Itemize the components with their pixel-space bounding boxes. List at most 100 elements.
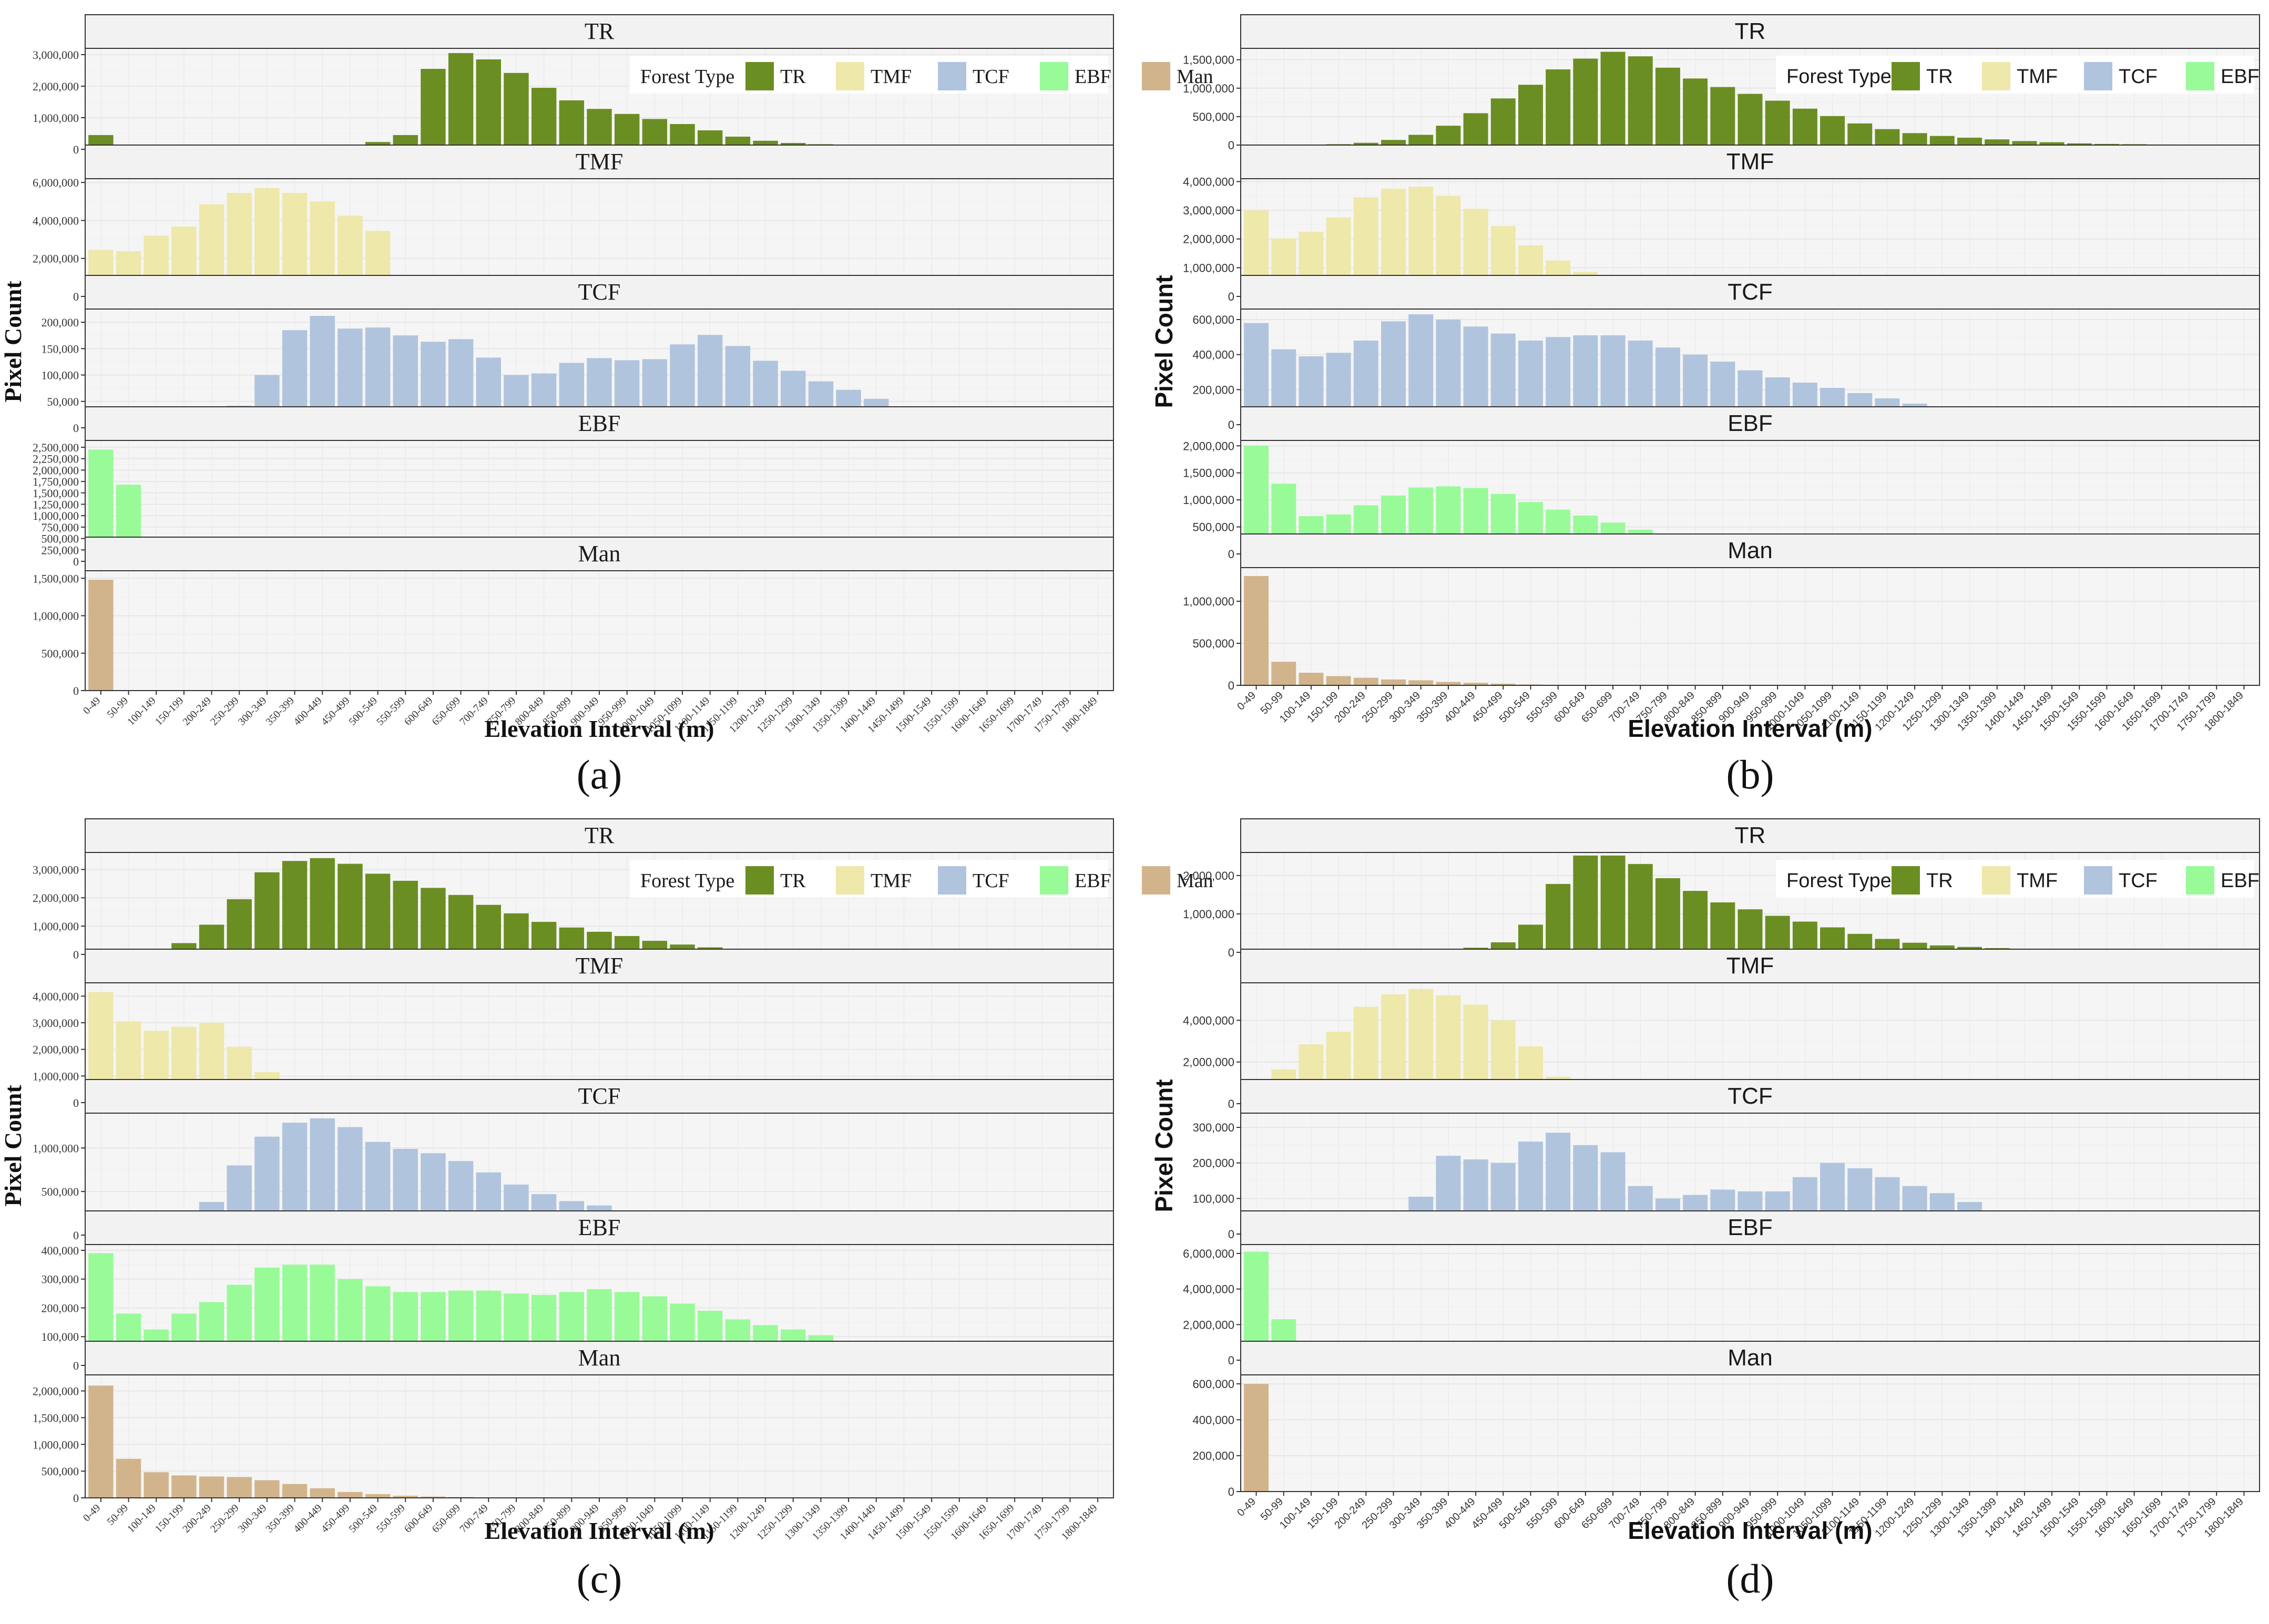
bar xyxy=(1546,69,1571,145)
bar xyxy=(421,1496,446,1498)
y-tick-label: 1,000,000 xyxy=(1183,494,1234,507)
bar xyxy=(365,1494,391,1498)
bar xyxy=(365,873,391,954)
legend-label-ebf: EBF xyxy=(2221,66,2260,88)
y-tick-label: 2,000,000 xyxy=(33,80,79,93)
bar xyxy=(1573,58,1598,145)
facet-title: Man xyxy=(1728,538,1773,563)
bar xyxy=(1408,135,1434,145)
legend-swatch-ebf xyxy=(1040,866,1068,895)
y-tick-label: 0 xyxy=(73,143,79,156)
legend-swatch-tcf xyxy=(938,62,966,90)
x-tick-label: 550-599 xyxy=(374,695,407,728)
y-tick-label: 1,000,000 xyxy=(1183,261,1234,274)
y-tick-label: 1,250,000 xyxy=(33,498,79,511)
bar xyxy=(282,861,308,954)
facet-title: TCF xyxy=(1728,279,1773,305)
y-tick-label: 200,000 xyxy=(42,1301,79,1314)
y-tick-label: 1,500,000 xyxy=(33,572,79,585)
y-tick-label: 300,000 xyxy=(42,1273,79,1286)
facet-title: TCF xyxy=(578,279,621,305)
bar xyxy=(642,119,668,149)
bar xyxy=(1737,909,1763,952)
bar xyxy=(1765,100,1790,145)
bar xyxy=(1244,1384,1269,1492)
y-tick-label: 0 xyxy=(1228,1485,1234,1498)
x-axis-title: Elevation Interval (m) xyxy=(485,1517,714,1544)
x-tick-label: 550-599 xyxy=(374,1502,407,1535)
legend-label-ebf: EBF xyxy=(1075,66,1111,88)
x-tick-label: 350-399 xyxy=(263,1502,297,1535)
facet-tr: TR 0 500,000 1,000,000 1,500,000 Forest Type T… xyxy=(1183,14,2260,152)
facet-strip xyxy=(1240,14,2260,49)
bar xyxy=(254,872,280,954)
x-axis-title: Elevation Interval (m) xyxy=(1628,715,1872,742)
bar xyxy=(1299,673,1324,685)
bar xyxy=(171,1475,197,1498)
legend-swatch-tr xyxy=(1892,866,1920,895)
y-tick-label: 250,000 xyxy=(42,543,79,557)
legend-title: Forest Type xyxy=(640,66,734,88)
bar xyxy=(476,59,502,149)
bar xyxy=(1408,680,1434,685)
y-tick-label: 150,000 xyxy=(42,342,79,355)
facet-strip xyxy=(85,537,1114,571)
bar xyxy=(1820,927,1845,952)
bar xyxy=(1436,126,1461,145)
facet-title: Man xyxy=(578,541,621,567)
bar xyxy=(1985,139,2010,145)
bar xyxy=(531,88,557,149)
legend-label-tmf: TMF xyxy=(871,870,912,892)
facet-title: TMF xyxy=(576,149,623,174)
y-tick-label: 1,000,000 xyxy=(33,1142,79,1155)
bar xyxy=(1518,924,1543,952)
facet-title: TCF xyxy=(1728,1083,1773,1109)
bar xyxy=(254,1480,280,1498)
bar xyxy=(1710,902,1735,952)
y-tick-label: 0 xyxy=(1228,679,1234,692)
y-tick-label: 1,750,000 xyxy=(33,475,79,488)
y-tick-label: 0 xyxy=(73,555,79,568)
y-tick-label: 2,500,000 xyxy=(33,441,79,454)
legend-label-tcf: TCF xyxy=(973,870,1009,892)
y-tick-label: 0 xyxy=(73,290,79,303)
x-tick-label: 500-549 xyxy=(346,1502,380,1535)
y-tick-label: 200,000 xyxy=(1192,1450,1234,1463)
y-tick-label: 100,000 xyxy=(1192,1192,1234,1205)
y-tick-label: 2,000,000 xyxy=(1183,1056,1234,1069)
facet-strip xyxy=(85,1210,1114,1245)
y-tick-label: 0 xyxy=(1228,418,1234,431)
facet-title: EBF xyxy=(578,410,621,436)
y-tick-label: 0 xyxy=(1228,1354,1234,1367)
y-tick-label: 3,000,000 xyxy=(33,1016,79,1030)
bar xyxy=(88,580,114,691)
legend-label-tcf: TCF xyxy=(973,66,1009,88)
legend-title: Forest Type xyxy=(1786,870,1892,892)
bar xyxy=(1600,52,1626,146)
bar xyxy=(1490,98,1516,145)
y-tick-label: 200,000 xyxy=(1192,383,1234,396)
y-tick-label: 500,000 xyxy=(1192,521,1234,534)
y-tick-label: 400,000 xyxy=(42,1244,79,1257)
legend-swatch-tmf xyxy=(836,866,864,895)
y-tick-label: 4,000,000 xyxy=(1183,175,1234,188)
facet-strip xyxy=(1240,949,2260,983)
y-axis-title: Pixel Count xyxy=(0,1085,26,1207)
bar xyxy=(1683,78,1708,145)
y-tick-label: 1,000,000 xyxy=(33,1070,79,1083)
y-tick-label: 500,000 xyxy=(42,647,79,660)
bar xyxy=(1463,113,1488,145)
bar xyxy=(1847,123,1873,145)
legend-swatch-tmf xyxy=(836,62,864,90)
legend-label-man: Man xyxy=(1177,870,1213,892)
panel-tag: (c) xyxy=(577,1556,622,1601)
y-axis-title: Pixel Count xyxy=(0,281,26,403)
facet-strip xyxy=(85,1079,1114,1114)
y-tick-label: 500,000 xyxy=(1192,637,1234,650)
bar xyxy=(2067,143,2092,145)
bar xyxy=(199,1476,224,1498)
legend-swatch-tmf xyxy=(1982,62,2010,90)
bar xyxy=(1271,662,1296,685)
y-tick-label: 3,000,000 xyxy=(33,863,79,876)
